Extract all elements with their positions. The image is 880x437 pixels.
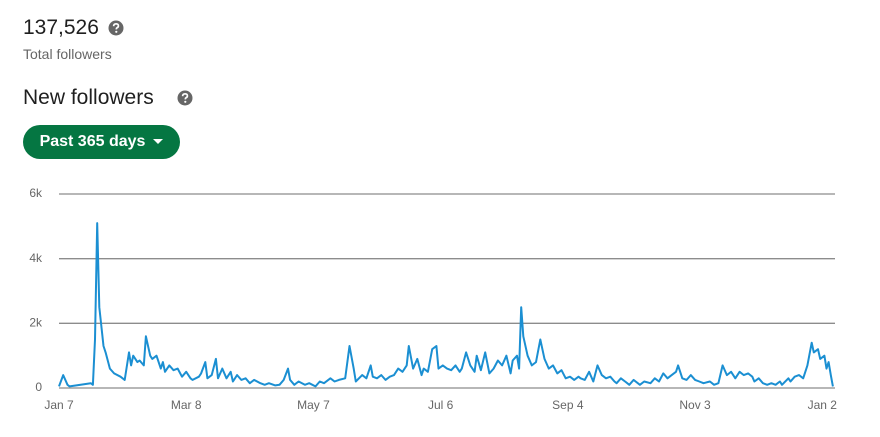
x-tick-label: Jul 6 xyxy=(428,398,454,412)
x-tick-label: Jan 2 xyxy=(808,398,838,412)
x-tick-label: Sep 4 xyxy=(552,398,584,412)
y-tick-label: 4k xyxy=(29,251,43,265)
time-range-dropdown[interactable]: Past 365 days xyxy=(23,125,180,159)
dropdown-label: Past 365 days xyxy=(39,133,146,150)
x-tick-label: Mar 8 xyxy=(171,398,202,412)
help-icon[interactable] xyxy=(108,20,124,36)
x-tick-label: May 7 xyxy=(297,398,330,412)
y-tick-label: 6k xyxy=(29,186,43,200)
followers-line xyxy=(58,222,834,388)
x-tick-label: Nov 3 xyxy=(679,398,711,412)
help-icon[interactable] xyxy=(177,90,193,106)
y-tick-label: 2k xyxy=(29,316,43,330)
y-tick-label: 0 xyxy=(35,380,42,394)
x-tick-label: Jan 7 xyxy=(44,398,74,412)
caret-icon xyxy=(153,139,164,144)
section-title: New followers xyxy=(23,86,154,109)
chart: 0 2k 4k 6k Jan 7 Mar 8 May 7 Jul 6 Sep 4 Nov 3 Jan… xyxy=(29,186,838,412)
total-followers-count: 137,526 xyxy=(23,16,99,39)
total-followers-label: Total followers xyxy=(23,46,112,62)
